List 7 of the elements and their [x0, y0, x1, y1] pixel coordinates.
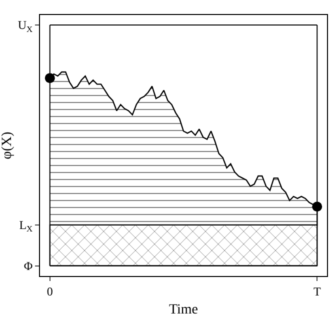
y-axis-title: φ(X)	[0, 131, 15, 160]
x-tick-label: 0	[46, 284, 53, 298]
ref-line-label: L$_{X}$	[19, 218, 33, 234]
x-axis-title: Time	[168, 302, 198, 318]
x-tick-label: T	[313, 284, 322, 298]
ref-line-label: U$_{X}$	[18, 18, 33, 34]
ref-line-label: Φ	[24, 259, 33, 273]
